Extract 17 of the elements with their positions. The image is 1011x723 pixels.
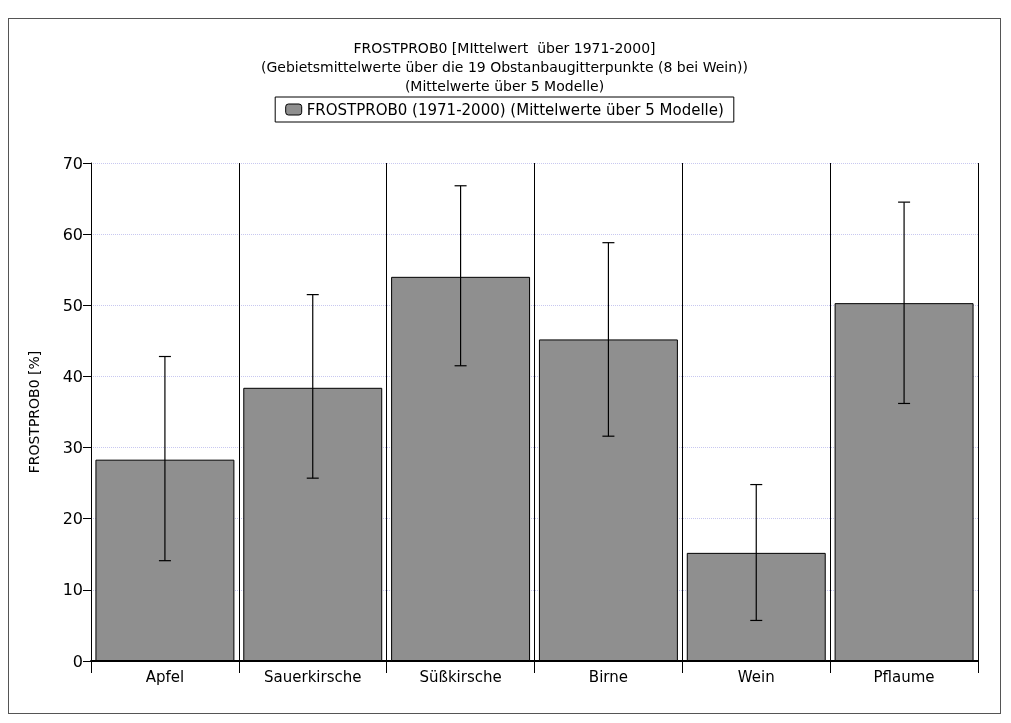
x-tick-label: Wein [737, 667, 775, 686]
y-tick-label: 20 [62, 509, 83, 529]
y-tick-label: 40 [62, 366, 83, 386]
chart-title: FROSTPROB0 [MIttelwert über 1971-2000] (Gebietsmittelwerte über die 19 Obstanbaugitterpunkte (8 bei Wein)) (Mittelwerte über 5 Modelle) [260, 39, 749, 94]
y-tick-label: 50 [62, 295, 83, 315]
x-tick-label: Sauerkirsche [264, 667, 362, 686]
y-axis-title: FROSTPROB0 [%] [26, 350, 42, 474]
y-tick-label: 30 [62, 438, 83, 458]
x-tick-label: Pflaume [873, 667, 935, 686]
y-tick-label: 60 [62, 224, 83, 244]
y-tick-label: 70 [62, 153, 83, 173]
x-tick-label: Birne [588, 667, 628, 686]
legend-label: FROSTPROB0 (1971-2000) (Mittelwerte über 5 Modelle) [306, 100, 724, 119]
y-tick-label: 10 [62, 580, 83, 600]
y-tick-label: 0 [72, 651, 83, 671]
x-tick-label: Süßkirsche [419, 667, 502, 686]
x-tick-label: Apfel [145, 667, 185, 686]
